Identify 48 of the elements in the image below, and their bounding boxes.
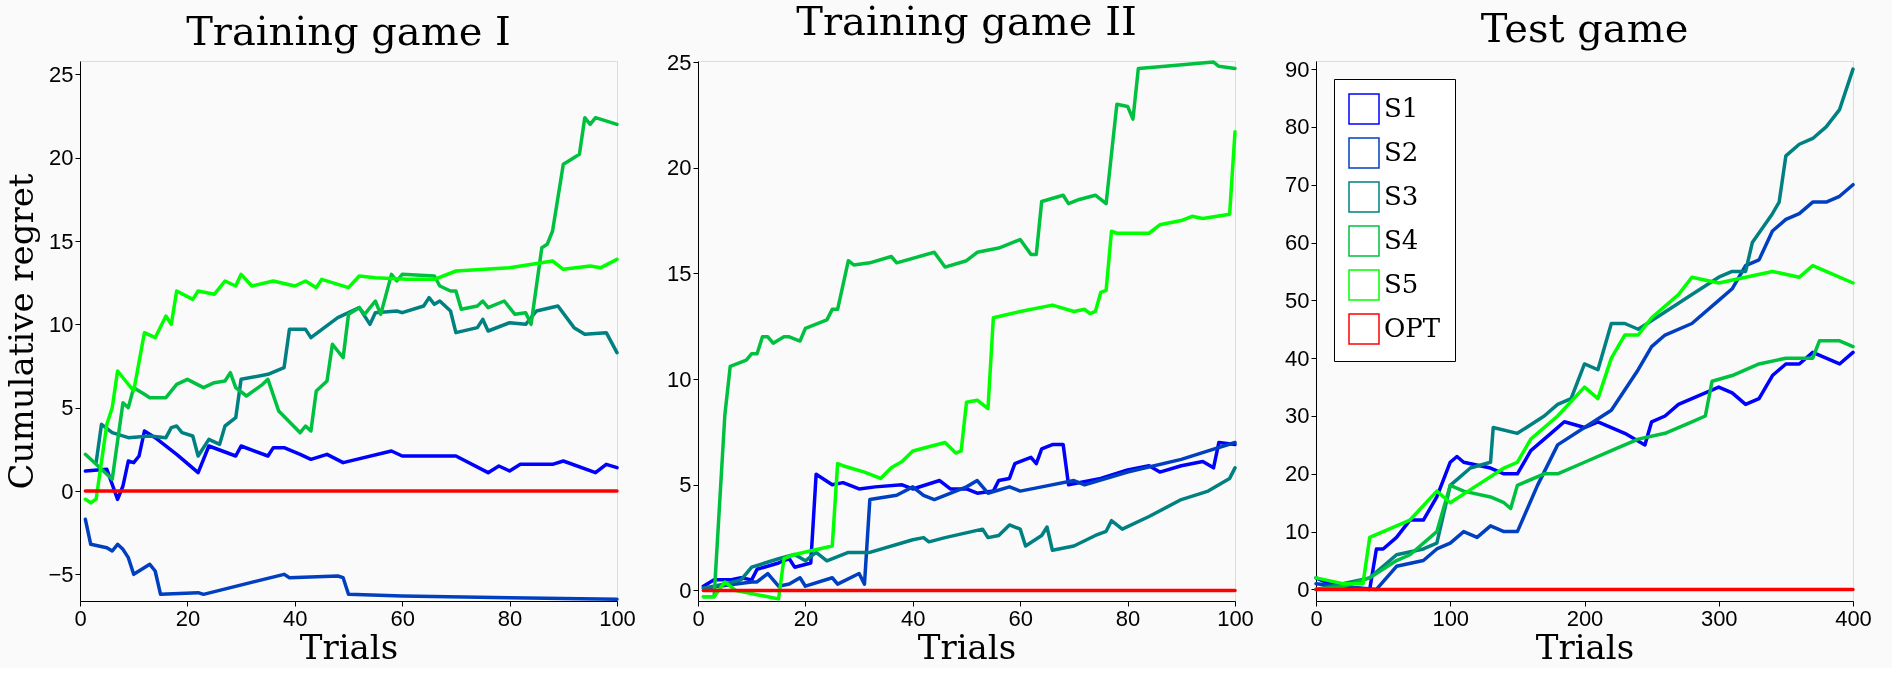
y-tick-label: 0 [1297, 576, 1310, 602]
y-tick-label: 25 [667, 49, 692, 75]
line-series [1314, 263, 1855, 586]
y-tick-label: 70 [1285, 172, 1310, 198]
x-tick-label: 400 [1835, 605, 1872, 631]
x-tick-label: 80 [1115, 605, 1141, 631]
chart-title: Training game II [796, 0, 1137, 45]
x-tick-label: 300 [1700, 605, 1738, 631]
y-tick-label: 10 [49, 311, 74, 337]
legend-label: S4 [1384, 225, 1419, 255]
y-tick-label: 80 [1285, 114, 1310, 140]
line-series [83, 257, 619, 505]
chart-title: Training game I [186, 8, 511, 54]
x-tick-label: 100 [599, 605, 636, 631]
y-tick-label: 20 [1285, 461, 1310, 487]
line-series [83, 115, 619, 482]
y-tick-label: 20 [667, 155, 692, 181]
line-series [83, 429, 619, 502]
x-tick-label: 100 [1432, 605, 1470, 631]
legend-label: S3 [1384, 181, 1419, 211]
x-tick-label: 20 [793, 605, 819, 631]
y-tick-label: 0 [679, 577, 692, 603]
y-tick-label: 15 [667, 260, 692, 286]
y-tick-label: 25 [49, 61, 74, 87]
x-tick-label: 100 [1217, 605, 1254, 631]
line-series [94, 295, 619, 465]
y-tick-label: 5 [679, 472, 692, 498]
y-tick-label: 60 [1285, 230, 1310, 256]
chart-title: Test game [1480, 5, 1689, 52]
y-tick-label: 30 [1285, 403, 1310, 429]
legend-label: OPT [1384, 313, 1441, 343]
y-tick-label: 10 [667, 366, 692, 392]
y-tick-label: −5 [48, 561, 74, 587]
y-tick-label: 20 [49, 145, 74, 171]
line-series [701, 466, 1237, 591]
legend-label: S5 [1384, 269, 1419, 299]
y-tick-label: 5 [61, 395, 74, 421]
y-tick-label: 40 [1285, 345, 1310, 371]
y-axis-title: Cumulative regret [1, 173, 42, 490]
y-tick-label: 0 [61, 478, 74, 504]
legend-label: S2 [1384, 137, 1419, 167]
y-tick-label: 50 [1285, 287, 1310, 313]
x-tick-label: 80 [497, 605, 523, 631]
legend-label: S1 [1384, 93, 1419, 123]
y-tick-label: 90 [1285, 56, 1310, 82]
y-tick-label: 10 [1285, 519, 1310, 545]
y-tick-label: 15 [49, 228, 74, 254]
x-tick-label: 20 [175, 605, 201, 631]
